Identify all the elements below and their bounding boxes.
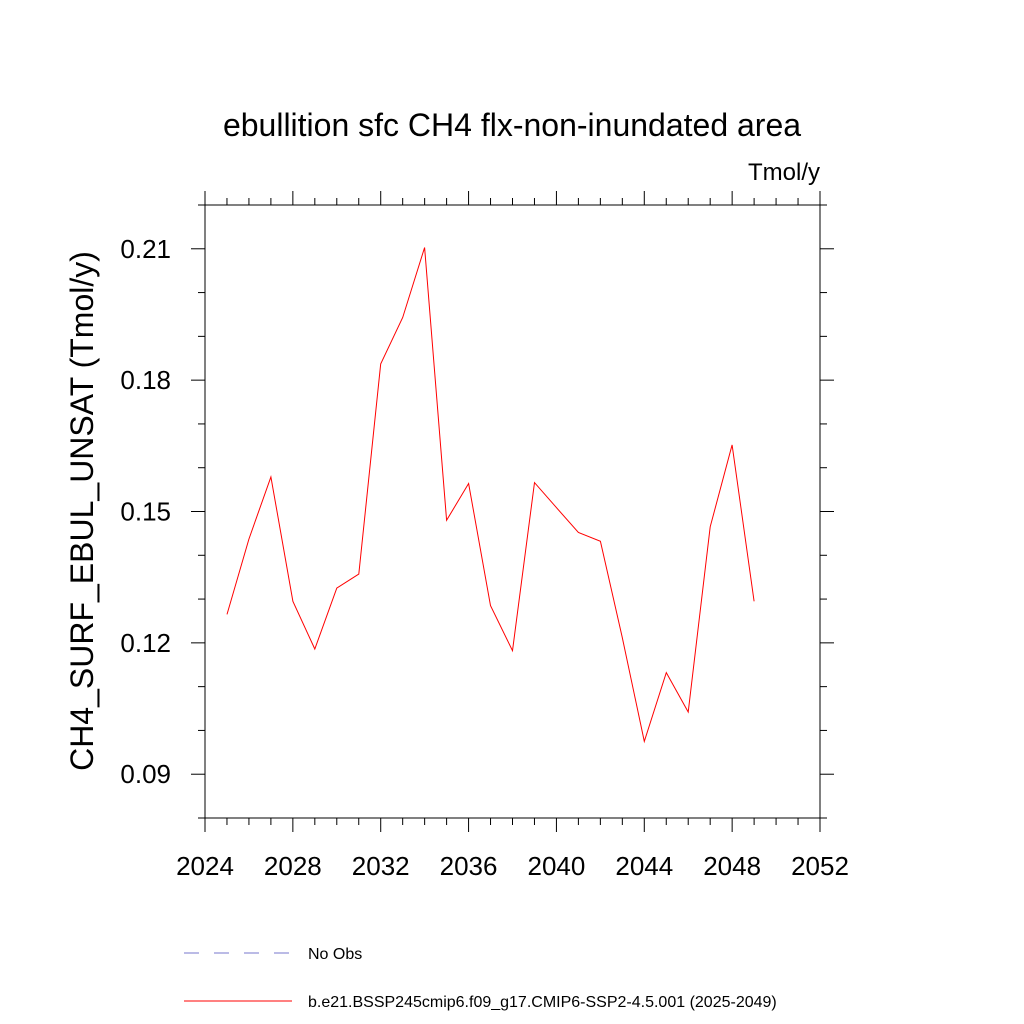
axis-ticks xyxy=(191,191,834,832)
y-axis-label: CH4_SURF_EBUL_UNSAT (Tmol/y) xyxy=(64,251,100,771)
plot-frame xyxy=(204,204,821,819)
legend-label: b.e21.BSSP245cmip6.f09_g17.CMIP6-SSP2-4.… xyxy=(308,994,777,1011)
legend: No Obs b.e21.BSSP245cmip6.f09_g17.CMIP6-S… xyxy=(184,946,777,1011)
y-tick-label: 0.21 xyxy=(120,234,171,264)
y-tick-label: 0.15 xyxy=(120,497,171,527)
chart-title: ebullition sfc CH4 flx-non-inundated are… xyxy=(223,107,801,143)
x-tick-label: 2044 xyxy=(615,851,673,881)
x-tick-label: 2048 xyxy=(703,851,761,881)
series-group xyxy=(226,247,755,744)
y-tick-label: 0.18 xyxy=(120,365,171,395)
x-tick-label: 2040 xyxy=(528,851,586,881)
x-tick-label: 2028 xyxy=(264,851,322,881)
units-label: Tmol/y xyxy=(748,159,820,186)
x-tick-label: 2032 xyxy=(352,851,410,881)
x-tick-label: 2052 xyxy=(791,851,849,881)
y-tick-label: 0.09 xyxy=(120,759,171,789)
x-tick-label: 2024 xyxy=(176,851,234,881)
axis-tick-labels: 2024 2028 2032 2036 2040 2044 2048 2052 0.09 0.12… xyxy=(120,234,849,881)
series-line xyxy=(226,247,755,744)
y-tick-label: 0.12 xyxy=(120,628,171,658)
legend-label: No Obs xyxy=(308,946,362,963)
x-tick-label: 2036 xyxy=(440,851,498,881)
